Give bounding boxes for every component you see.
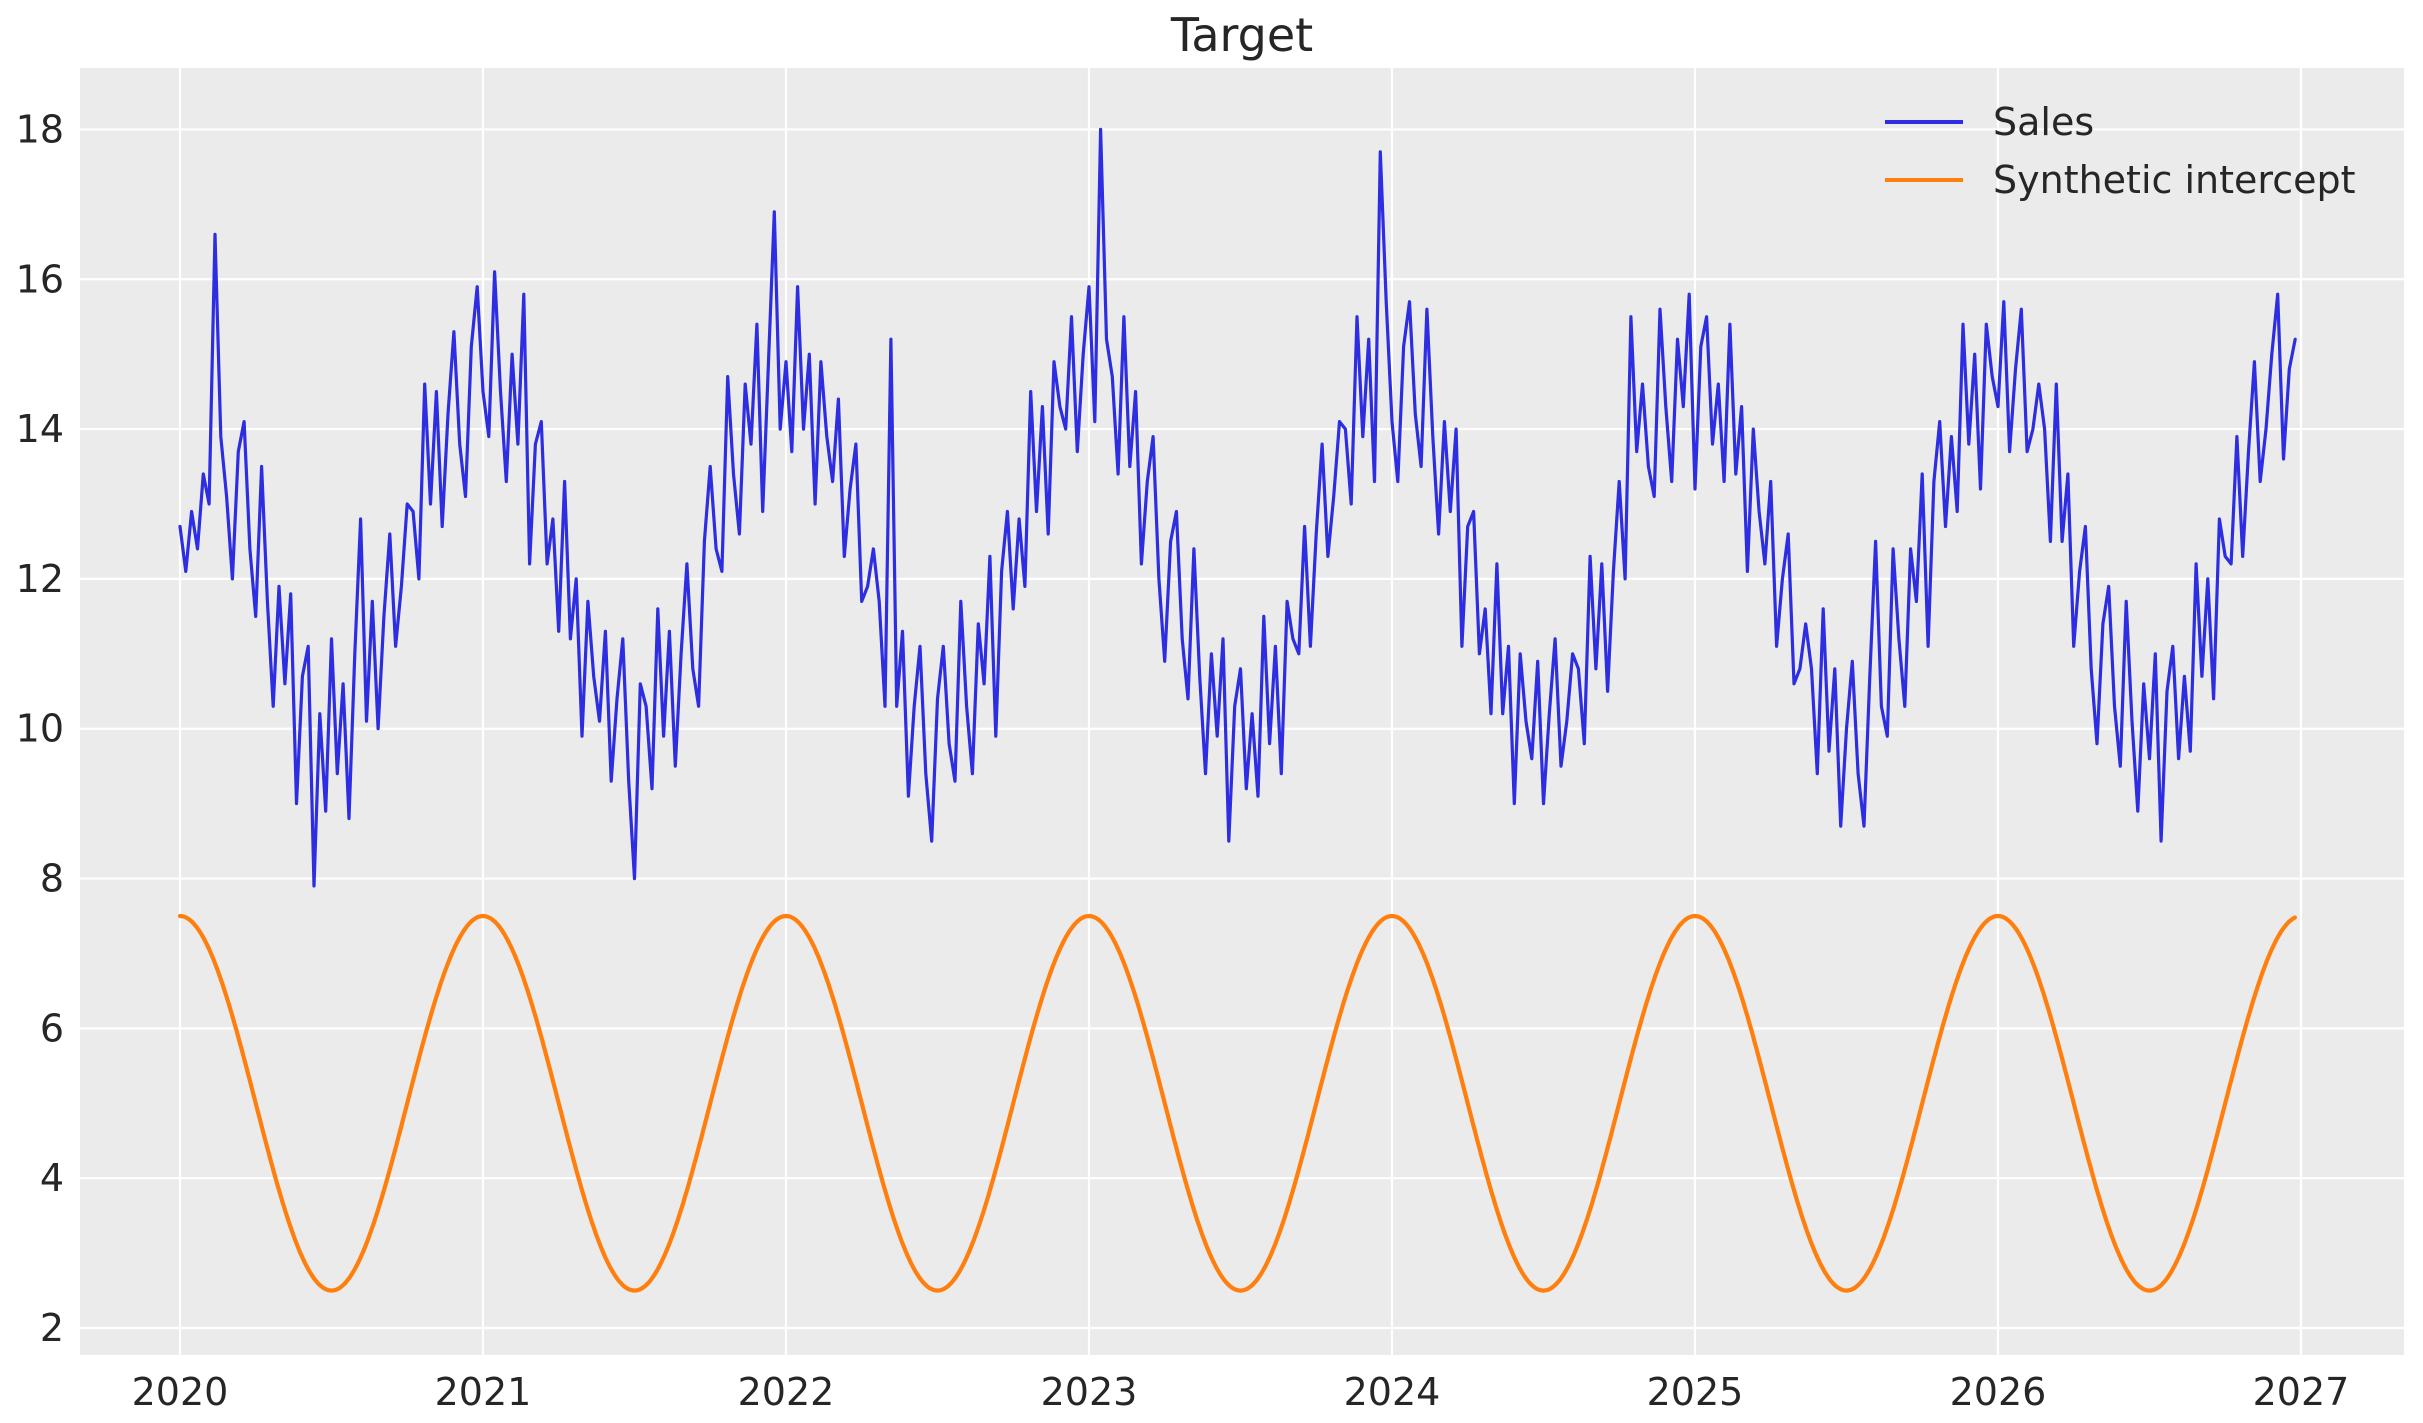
y-tick-label: 4 bbox=[40, 1156, 64, 1200]
synthetic-intercept-series-line bbox=[177, 913, 2297, 1293]
y-tick-label: 16 bbox=[16, 257, 64, 301]
y-tick-label: 8 bbox=[40, 857, 64, 901]
legend-item-synthetic-intercept: Synthetic intercept bbox=[1885, 151, 2355, 209]
y-tick-label: 6 bbox=[40, 1006, 64, 1050]
x-tick-label: 2027 bbox=[2253, 1370, 2350, 1414]
x-tick-label: 2022 bbox=[738, 1370, 835, 1414]
y-tick-label: 2 bbox=[40, 1306, 64, 1350]
x-tick-label: 2020 bbox=[132, 1370, 229, 1414]
sales-line-swatch bbox=[1885, 120, 1963, 124]
y-tick-label: 14 bbox=[16, 407, 64, 451]
y-tick-label: 12 bbox=[16, 557, 64, 601]
x-tick-label: 2023 bbox=[1041, 1370, 1138, 1414]
y-tick-label: 10 bbox=[16, 707, 64, 751]
synthetic-intercept-line-swatch bbox=[1885, 178, 1963, 182]
x-tick-label: 2021 bbox=[435, 1370, 532, 1414]
legend-item-sales: Sales bbox=[1885, 93, 2355, 151]
legend-label-sales: Sales bbox=[1993, 100, 2095, 144]
sales-series-line bbox=[178, 127, 2297, 888]
x-tick-label: 2026 bbox=[1950, 1370, 2047, 1414]
y-tick-label: 18 bbox=[16, 107, 64, 151]
x-tick-label: 2025 bbox=[1647, 1370, 1744, 1414]
legend: Sales Synthetic intercept bbox=[1885, 93, 2355, 209]
legend-label-synthetic-intercept: Synthetic intercept bbox=[1993, 158, 2356, 202]
chart-title: Target bbox=[1170, 8, 1314, 62]
x-tick-label: 2024 bbox=[1344, 1370, 1441, 1414]
